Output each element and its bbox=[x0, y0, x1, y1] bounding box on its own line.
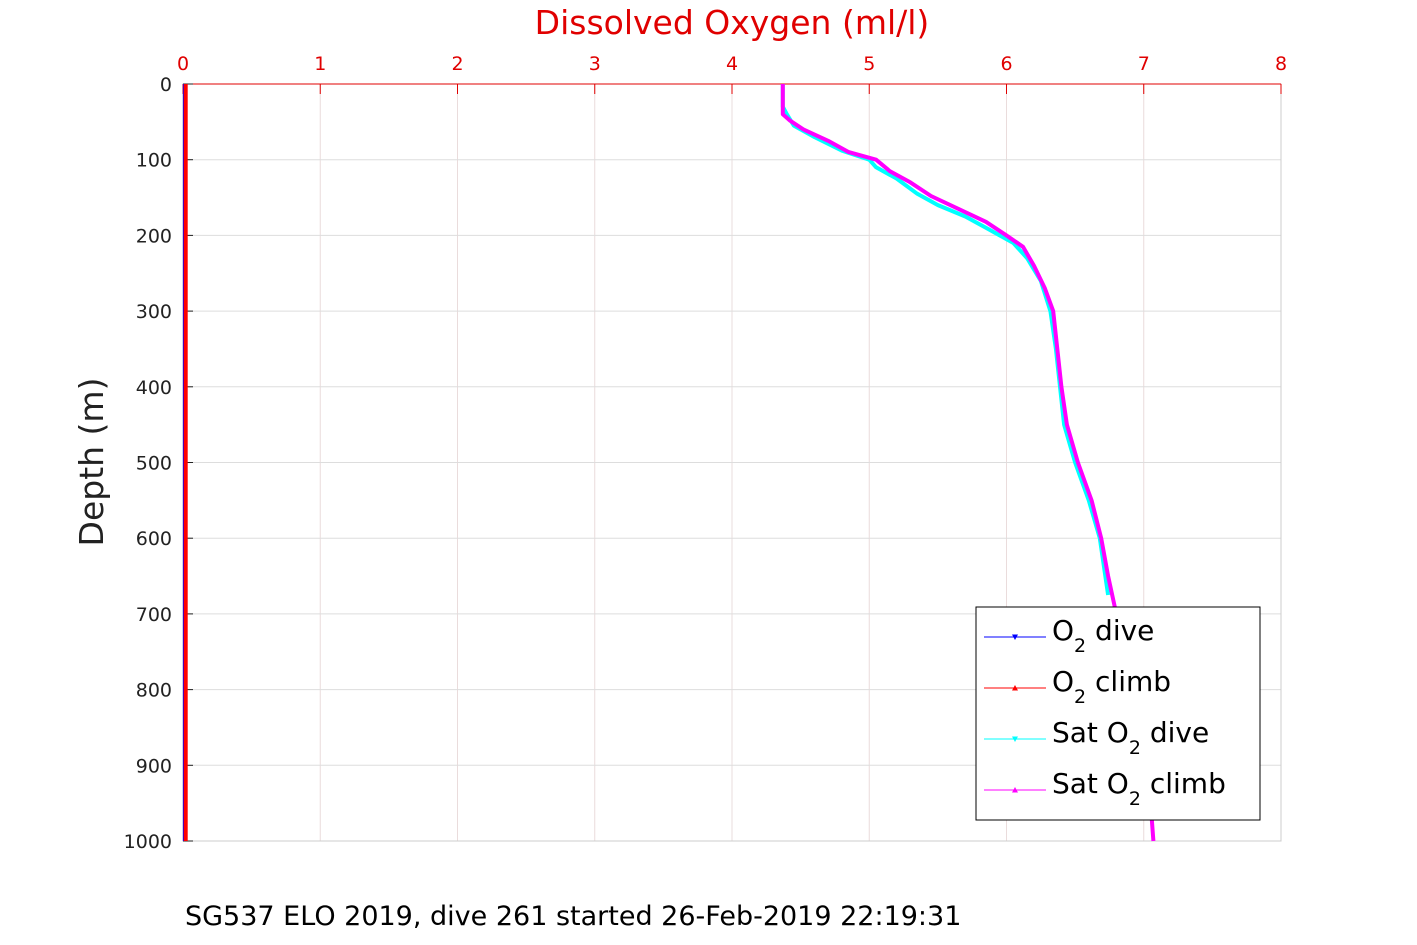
legend-label-suffix: climb bbox=[1141, 767, 1226, 800]
y-tick-label: 300 bbox=[136, 301, 172, 323]
x-tick-label: 6 bbox=[1000, 53, 1012, 75]
chart-title: Dissolved Oxygen (ml/l) bbox=[535, 3, 930, 42]
legend-label-subscript: 2 bbox=[1129, 788, 1141, 810]
y-axis-ticks: 0 100 200 300 400 500 600 700 800 900 1000 bbox=[124, 74, 193, 853]
legend-label-main: O bbox=[1052, 614, 1074, 647]
legend-label-suffix: dive bbox=[1141, 716, 1209, 749]
y-tick-label: 500 bbox=[136, 453, 172, 475]
x-tick-label: 3 bbox=[589, 53, 601, 75]
legend-entry-label: Sat O2 climb bbox=[1052, 767, 1226, 810]
x-tick-label: 2 bbox=[451, 53, 463, 75]
y-tick-label: 1000 bbox=[124, 831, 172, 853]
y-tick-label: 400 bbox=[136, 377, 172, 399]
legend-label-main: Sat O bbox=[1052, 767, 1129, 800]
y-tick-label: 0 bbox=[160, 74, 172, 96]
y-tick-label: 800 bbox=[136, 680, 172, 702]
legend-label-subscript: 2 bbox=[1074, 686, 1086, 708]
y-tick-label: 200 bbox=[136, 225, 172, 247]
legend-label-subscript: 2 bbox=[1129, 737, 1141, 759]
y-axis-label: Depth (m) bbox=[72, 378, 111, 547]
x-tick-label: 7 bbox=[1138, 53, 1150, 75]
y-tick-label: 100 bbox=[136, 150, 172, 172]
legend-entry-label: O2 dive bbox=[1052, 614, 1154, 657]
x-axis-ticks: 0 1 2 3 4 5 6 7 8 bbox=[177, 53, 1287, 94]
x-tick-label: 1 bbox=[314, 53, 326, 75]
x-tick-label: 4 bbox=[726, 53, 738, 75]
legend-entry-label: Sat O2 dive bbox=[1052, 716, 1209, 759]
dive-caption: SG537 ELO 2019, dive 261 started 26-Feb-… bbox=[185, 901, 961, 932]
legend-entry-label: O2 climb bbox=[1052, 665, 1171, 708]
y-tick-label: 600 bbox=[136, 528, 172, 550]
legend-label-main: O bbox=[1052, 665, 1074, 698]
legend-label-subscript: 2 bbox=[1074, 635, 1086, 657]
x-tick-label: 5 bbox=[863, 53, 875, 75]
legend-box bbox=[975, 606, 1261, 821]
grid bbox=[182, 83, 1282, 842]
legend-marker bbox=[1012, 685, 1018, 691]
legend-label-suffix: climb bbox=[1086, 665, 1171, 698]
legend-marker bbox=[1012, 634, 1018, 640]
legend-marker bbox=[1012, 736, 1018, 742]
legend-label-suffix: dive bbox=[1086, 614, 1154, 647]
legend-label-main: Sat O bbox=[1052, 716, 1129, 749]
y-tick-label: 900 bbox=[136, 755, 172, 777]
y-tick-label: 700 bbox=[136, 604, 172, 626]
legend-marker bbox=[1012, 787, 1018, 793]
series-line-sat-dive bbox=[780, 84, 1111, 596]
x-tick-label: 0 bbox=[177, 53, 189, 75]
x-tick-label: 8 bbox=[1275, 53, 1287, 75]
